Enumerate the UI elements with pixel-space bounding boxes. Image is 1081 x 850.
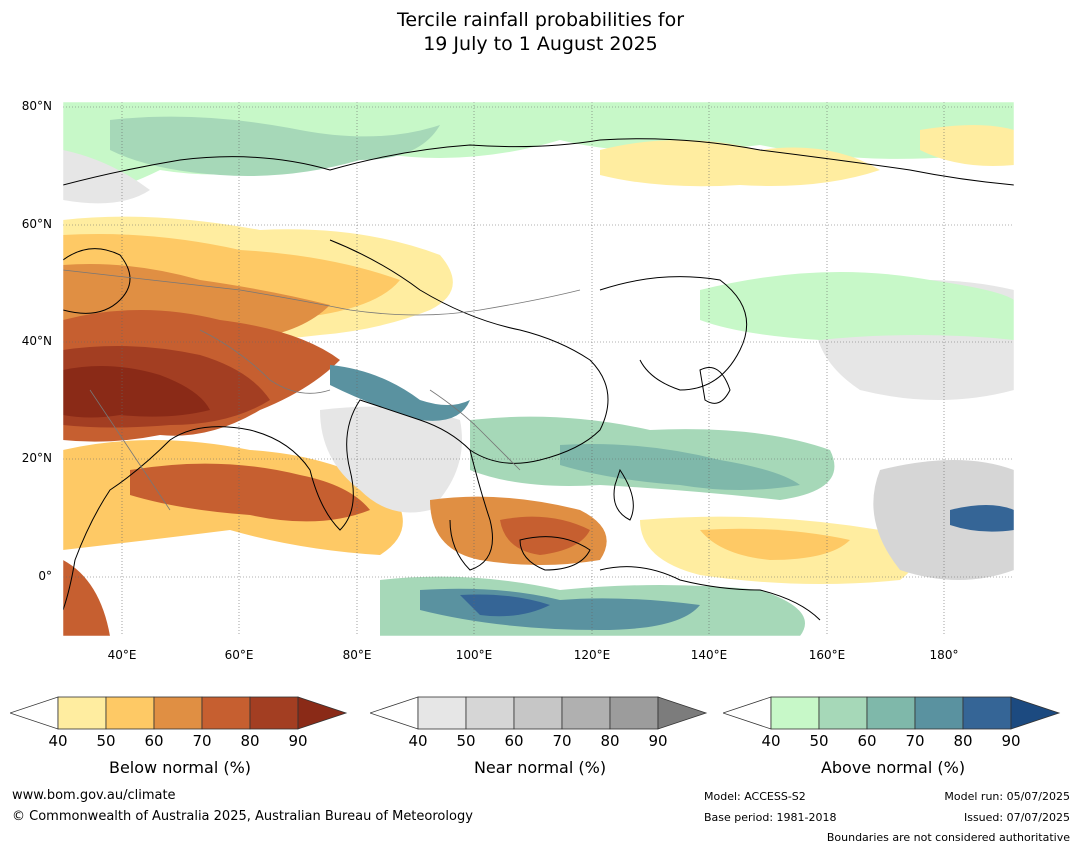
coastlines [63, 138, 1014, 621]
colorbar-above-tick-60: 60 [857, 732, 877, 750]
colorbar-below: 40 50 60 70 80 90 Below normal (%) [10, 695, 350, 785]
lon-label-160e: 160°E [808, 648, 846, 662]
colorbar-below-tick-70: 70 [192, 732, 212, 750]
colorbar-below-bin-4 [201, 696, 251, 730]
below-region-chukotka [920, 125, 1014, 166]
copyright-text: © Commonwealth of Australia 2025, Austra… [12, 809, 473, 824]
below-region-arabian-sea-2 [130, 463, 370, 522]
colorbar-below-tick-90: 90 [288, 732, 308, 750]
colorbar-above-swatches [723, 696, 1061, 730]
colorbar-near-swatches [370, 696, 708, 730]
lon-label-180: 180° [929, 648, 959, 662]
above-region-arctic-deep [110, 116, 440, 176]
colorbar-above-extend-high [1010, 696, 1061, 730]
colorbar-near-extend-high [657, 696, 708, 730]
colorbar-above-tick-40: 40 [761, 732, 781, 750]
colorbar-above: 40 50 60 70 80 90 Above normal (%) [723, 695, 1063, 785]
title-line-1: Tercile rainfall probabilities for [396, 9, 685, 31]
colorbar-near-bin-1 [417, 696, 467, 730]
colorbar-near-tick-60: 60 [504, 732, 524, 750]
boundaries-disclaimer: Boundaries are not considered authoritat… [826, 831, 1070, 844]
model-run-date: Model run: 05/07/2025 [944, 790, 1070, 803]
colorbar-below-tick-60: 60 [144, 732, 164, 750]
website-link[interactable]: www.bom.gov.au/climate [12, 788, 176, 803]
above-region-indonesia-deepest [460, 594, 550, 617]
colorbar-near: 40 50 60 70 80 90 Near normal (%) [370, 695, 710, 785]
lat-label-20n: 20°N [21, 451, 52, 465]
colorbar-near-extend-low [370, 696, 419, 730]
colorbar-below-bin-5 [249, 696, 299, 730]
lat-label-60n: 60°N [21, 217, 52, 231]
near-region-central-pacific [873, 460, 1014, 580]
colorbar-near-tick-40: 40 [408, 732, 428, 750]
base-period: Base period: 1981-2018 [704, 811, 837, 824]
colorbar-near-tick-50: 50 [456, 732, 476, 750]
above-region-himalaya [330, 365, 470, 421]
colorbar-above-tick-80: 80 [953, 732, 973, 750]
lon-label-40e: 40°E [107, 648, 137, 662]
colorbar-above-tick-70: 70 [905, 732, 925, 750]
rainfall-map [62, 101, 1015, 637]
near-region-arctic [63, 150, 150, 204]
above-region-east-pacific-band [950, 505, 1014, 532]
colorbar-above-bin-3 [866, 696, 916, 730]
colorbar-near-bin-2 [465, 696, 515, 730]
colorbar-below-tick-80: 80 [240, 732, 260, 750]
colorbar-below-bin-3 [153, 696, 203, 730]
colorbar-above-tick-50: 50 [809, 732, 829, 750]
above-region-arctic [63, 102, 1014, 193]
map-area: 80°N 60°N 40°N 20°N 0° 40°E 60°E 80°E 10… [0, 90, 1081, 670]
above-region-north-pacific [700, 272, 1014, 340]
above-region-western-pacific-deep [560, 444, 800, 490]
colorbar-below-bin-1 [57, 696, 107, 730]
colorbar-below-bin-2 [105, 696, 155, 730]
lon-label-80e: 80°E [342, 648, 372, 662]
lat-label-0: 0° [38, 569, 52, 583]
below-region-borneo [500, 516, 590, 555]
lon-label-60e: 60°E [224, 648, 254, 662]
colorbar-below-extend-high [297, 696, 348, 730]
title-line-2: 19 July to 1 August 2025 [423, 33, 658, 55]
lat-label-80n: 80°N [21, 99, 52, 113]
map-title: Tercile rainfall probabilities for 19 Ju… [0, 8, 1081, 56]
map-fields [63, 102, 1014, 636]
near-region-india [320, 406, 462, 513]
graticule [63, 102, 1014, 636]
lon-label-100e: 100°E [455, 648, 493, 662]
colorbar-near-tick-90: 90 [648, 732, 668, 750]
model-name: Model: ACCESS-S2 [704, 790, 806, 803]
colorbar-below-swatches [10, 696, 348, 730]
below-region-africa [63, 560, 110, 636]
colorbar-near-tick-70: 70 [552, 732, 572, 750]
colorbar-below-tick-50: 50 [96, 732, 116, 750]
lon-label-140e: 140°E [690, 648, 728, 662]
below-region-siberia [600, 140, 880, 187]
colorbar-above-tick-90: 90 [1001, 732, 1021, 750]
colorbar-near-bin-5 [609, 696, 659, 730]
lat-label-40n: 40°N [21, 334, 52, 348]
colorbar-near-tick-80: 80 [600, 732, 620, 750]
colorbar-above-bin-1 [770, 696, 820, 730]
colorbar-above-bin-2 [818, 696, 868, 730]
colorbar-below-label: Below normal (%) [108, 758, 252, 777]
colorbar-below-extend-low [10, 696, 59, 730]
colorbar-near-bin-4 [561, 696, 611, 730]
lon-label-120e: 120°E [573, 648, 611, 662]
colorbar-above-label: Above normal (%) [820, 758, 966, 777]
below-region-pacific-tropics-2 [700, 528, 850, 560]
colorbar-above-extend-low [723, 696, 772, 730]
colorbar-near-label: Near normal (%) [473, 758, 607, 777]
colorbar-above-bin-4 [914, 696, 964, 730]
country-borders [63, 269, 581, 511]
colorbar-below-tick-40: 40 [48, 732, 68, 750]
colorbar-above-bin-5 [962, 696, 1012, 730]
colorbar-near-bin-3 [513, 696, 563, 730]
issued-date: Issued: 07/07/2025 [963, 811, 1070, 824]
